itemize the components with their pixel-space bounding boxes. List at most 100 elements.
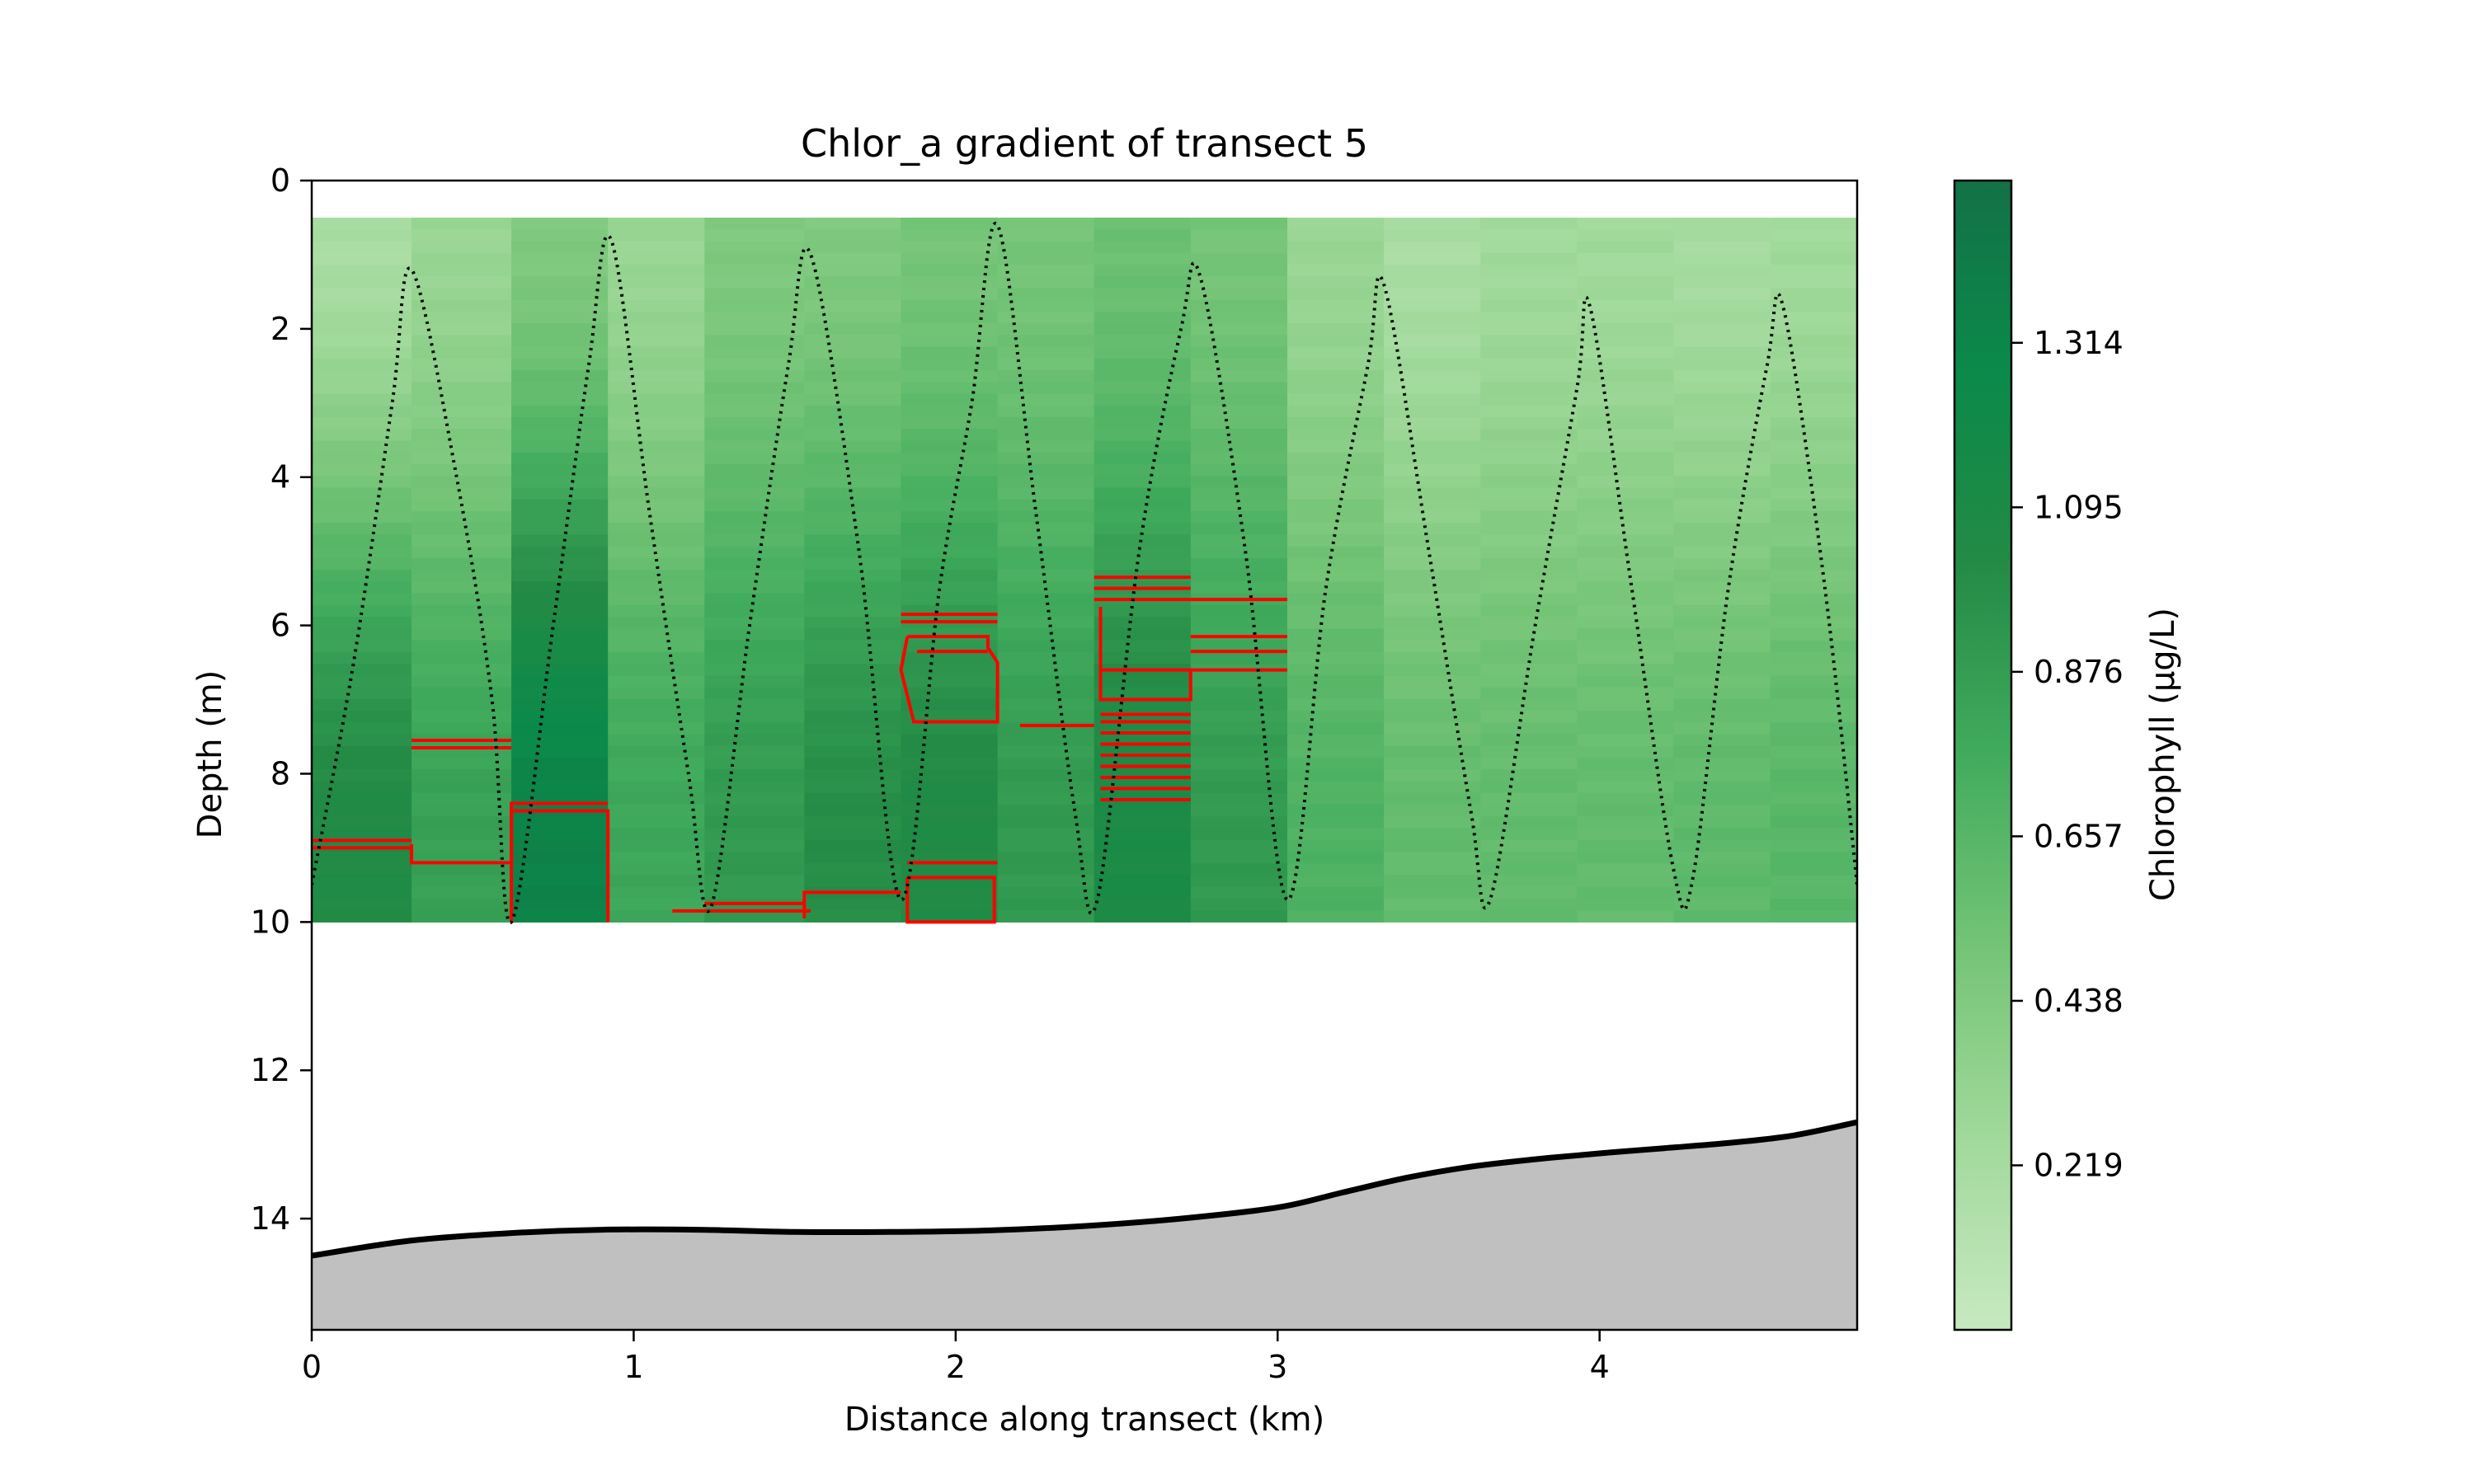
field-cell [1190, 382, 1288, 395]
field-cell [901, 687, 999, 700]
field-cell [1673, 769, 1771, 782]
field-cell [412, 358, 512, 371]
field-cell [704, 476, 805, 489]
field-cell [412, 393, 512, 406]
field-cell [412, 581, 512, 594]
field-cell [1770, 593, 1857, 606]
field-cell [997, 452, 1095, 465]
field-cell [1577, 816, 1675, 829]
field-cell [1190, 745, 1288, 758]
field-cell [511, 510, 609, 524]
field-cell [312, 229, 412, 242]
field-cell [1286, 523, 1385, 536]
field-cell [704, 828, 805, 841]
field-cell [412, 604, 512, 618]
field-cell [997, 593, 1095, 606]
field-cell [1770, 617, 1857, 629]
field-cell [901, 863, 999, 876]
field-cell [1577, 276, 1675, 289]
field-cell [1384, 276, 1481, 289]
field-cell [1384, 534, 1481, 547]
field-cell [312, 557, 412, 571]
field-cell [997, 875, 1095, 888]
field-cell [1770, 675, 1857, 688]
field-cell [804, 358, 902, 371]
field-cell [1577, 640, 1675, 653]
field-cell [1384, 875, 1481, 888]
field-cell [1384, 781, 1481, 794]
field-cell [312, 440, 412, 453]
field-cell [511, 828, 609, 841]
field-cell [412, 816, 512, 829]
field-cell [997, 252, 1095, 265]
field-cell [511, 487, 609, 500]
plot-frame [310, 179, 1859, 1331]
field-cell [1480, 898, 1578, 911]
field-cell [312, 604, 412, 618]
field-cell [511, 335, 609, 348]
field-cell [1286, 382, 1385, 395]
field-cell [608, 698, 705, 711]
field-cell [1384, 523, 1481, 536]
field-cell [804, 346, 902, 359]
field-cell [1094, 358, 1192, 371]
field-cell [804, 534, 902, 547]
field-cell [1770, 828, 1857, 841]
field-cell [608, 358, 705, 371]
field-cell [1094, 499, 1192, 512]
field-cell [1770, 651, 1857, 665]
field-cell [1673, 745, 1771, 758]
field-cell [704, 299, 805, 312]
field-cell [997, 651, 1095, 665]
field-cell [804, 311, 902, 324]
field-cell [608, 335, 705, 348]
field-cell [1577, 711, 1675, 723]
field-cell [412, 523, 512, 536]
field-cell [412, 417, 512, 430]
field-cell [511, 640, 609, 653]
field-cell [901, 698, 999, 711]
field-cell [997, 417, 1095, 430]
field-cell [1673, 476, 1771, 489]
field-cell [1094, 523, 1192, 536]
field-cell [1770, 640, 1857, 653]
field-cell [1094, 346, 1192, 359]
field-cell [804, 288, 902, 301]
field-cell [1673, 499, 1771, 512]
field-cell [1286, 487, 1385, 500]
field-cell [1770, 382, 1857, 395]
field-cell [1190, 722, 1288, 735]
field-cell [1286, 358, 1385, 371]
field-cell [804, 910, 902, 923]
field-cell [1480, 816, 1578, 829]
field-cell [1384, 687, 1481, 700]
field-cell [1190, 487, 1288, 500]
field-cell [1480, 910, 1578, 923]
field-cell [704, 757, 805, 770]
colorbar-label: Chlorophyll (µg/L) [2144, 608, 2182, 901]
field-cell [1480, 264, 1578, 277]
field-cell [804, 711, 902, 723]
field-column [1480, 217, 1578, 923]
field-cell [511, 617, 609, 629]
field-cell [1384, 393, 1481, 406]
field-cell [704, 839, 805, 852]
field-cell [1286, 675, 1385, 688]
field-cell [1384, 640, 1481, 653]
field-cell [1480, 570, 1578, 583]
field-cell [511, 757, 609, 770]
field-cell [1384, 839, 1481, 852]
field-cell [312, 664, 412, 676]
field-cell [1094, 557, 1192, 571]
field-cell [1673, 675, 1771, 688]
field-cell [511, 675, 609, 688]
field-cell [997, 510, 1095, 524]
field-cell [1190, 440, 1288, 453]
plot-area [312, 217, 1857, 1330]
field-cell [1384, 593, 1481, 606]
field-cell [312, 241, 412, 254]
field-cell [804, 898, 902, 911]
field-cell [1286, 722, 1385, 735]
field-cell [312, 523, 412, 536]
